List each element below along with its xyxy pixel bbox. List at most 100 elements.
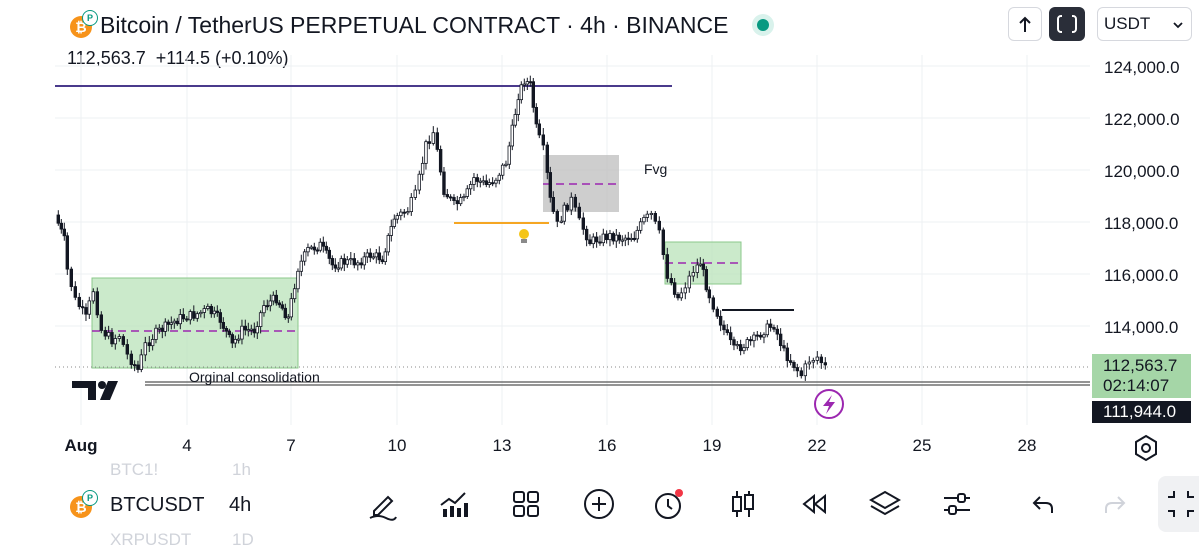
drawn-lines	[55, 85, 1090, 386]
candle-down	[324, 241, 328, 254]
candle-up	[365, 249, 369, 263]
chart-settings-icon[interactable]	[1135, 434, 1157, 462]
candle-up	[645, 210, 649, 222]
y-tick: 124,000.0	[1104, 58, 1180, 77]
candle-up	[289, 292, 293, 321]
alert-clock-icon[interactable]	[652, 487, 686, 521]
candle-down	[330, 255, 334, 271]
last-price: 112,563.7	[67, 48, 146, 68]
candle-down	[62, 222, 66, 241]
candle-down	[321, 236, 325, 253]
candle-down	[277, 300, 281, 308]
candle-down	[626, 231, 630, 246]
idea-bulb-icon[interactable]	[519, 229, 529, 243]
candle-down	[283, 303, 287, 320]
replay-icon[interactable]	[797, 487, 831, 521]
interval-selector[interactable]: 4h	[229, 494, 252, 516]
candle-down	[136, 360, 140, 373]
candle-up	[286, 313, 290, 323]
pencil-icon[interactable]	[366, 487, 400, 521]
candle-down	[445, 188, 449, 199]
candle-down	[669, 273, 673, 286]
candle-up	[687, 270, 691, 293]
candle-up	[356, 260, 360, 271]
candle-up	[458, 193, 463, 207]
candle-down	[617, 232, 621, 244]
candle-down	[65, 232, 69, 276]
candle-down	[725, 324, 729, 336]
candle-down	[748, 336, 753, 346]
y-tick: 116,000.0	[1104, 266, 1179, 285]
x-tick: 4	[182, 436, 192, 455]
candle-down	[490, 177, 495, 187]
candle-up	[150, 334, 155, 351]
candle-down	[227, 328, 231, 338]
candle-down	[352, 253, 356, 269]
candle-up	[765, 319, 769, 338]
candle-down	[768, 318, 773, 332]
candle-down	[73, 281, 77, 301]
fullscreen-button[interactable]	[1049, 7, 1085, 41]
candle-down	[715, 306, 719, 319]
fullscreen-icon	[1057, 15, 1077, 33]
current-price-value: 112,563.7	[1103, 356, 1178, 375]
candle-down	[274, 289, 278, 306]
candle-down	[402, 209, 406, 218]
currency-select[interactable]: USDT	[1097, 7, 1192, 41]
price-change: +114.5 (+0.10%)	[155, 48, 289, 68]
x-tick: 10	[387, 436, 407, 455]
candle-up	[635, 226, 639, 243]
candle-up	[762, 332, 766, 344]
layers-icon[interactable]	[868, 487, 902, 521]
symbol-title[interactable]: Bitcoin / TetherUS PERPETUAL CONTRACT · …	[100, 12, 729, 38]
candle-down	[377, 246, 381, 265]
candle-down	[224, 326, 228, 338]
candle-down	[718, 310, 723, 332]
candle-up	[691, 265, 695, 282]
candle-down	[475, 173, 479, 188]
candle-up	[383, 248, 387, 265]
candle-up	[420, 156, 425, 181]
candle-up	[478, 177, 482, 188]
x-tick: 13	[492, 436, 512, 455]
redo-icon[interactable]	[1098, 487, 1132, 521]
current-price-tag: 112,563.7 02:14:07	[1092, 354, 1191, 398]
ghost-interval-below: 1D	[232, 530, 254, 549]
candle-up	[698, 257, 702, 267]
candle-up	[507, 141, 511, 169]
settings-sliders-icon[interactable]	[940, 487, 974, 521]
candle-down	[125, 339, 129, 360]
symbol-selector[interactable]: BTCUSDT	[110, 494, 205, 516]
candle-up	[336, 261, 340, 273]
candle-up	[117, 333, 121, 342]
candle-up	[202, 305, 206, 319]
flash-event-icon[interactable]	[814, 389, 844, 419]
price-chart[interactable]: Fvg Orginal consolidation	[0, 0, 1199, 470]
live-status-icon	[752, 14, 774, 36]
candles-icon[interactable]	[726, 487, 760, 521]
y-tick: 114,000.0	[1104, 318, 1179, 337]
add-icon[interactable]	[582, 487, 616, 521]
grid-icon[interactable]	[509, 487, 543, 521]
x-tick: 19	[702, 436, 722, 455]
candle-up	[742, 343, 746, 355]
candle-down	[342, 253, 346, 272]
candle-up	[522, 78, 526, 92]
candle-down	[661, 227, 665, 260]
undo-icon[interactable]	[1026, 487, 1060, 521]
candle-down	[368, 248, 372, 263]
candle-down	[565, 203, 569, 213]
candle-down	[665, 247, 669, 283]
expand-button[interactable]	[1158, 476, 1199, 532]
candle-down	[77, 292, 81, 310]
candle-down	[243, 319, 247, 336]
candle-down	[209, 303, 213, 318]
candle-up	[362, 252, 366, 270]
candle-down	[215, 305, 219, 317]
candle-down	[181, 308, 185, 323]
scale-up-button[interactable]	[1008, 7, 1042, 41]
candle-down	[99, 311, 103, 334]
indicators-icon[interactable]	[437, 487, 471, 521]
candle-down	[632, 231, 636, 242]
candle-up	[240, 319, 244, 345]
